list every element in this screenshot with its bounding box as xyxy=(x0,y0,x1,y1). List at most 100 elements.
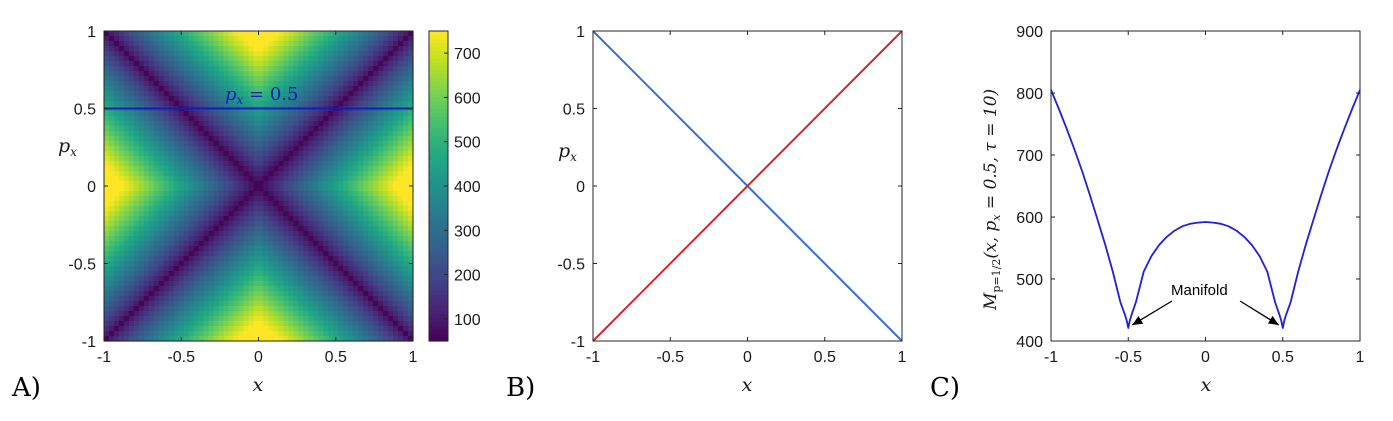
heatmap-cell xyxy=(343,41,349,47)
heatmap-cell xyxy=(248,291,255,297)
heatmap-cell xyxy=(198,166,205,172)
heatmap-cell xyxy=(128,216,135,222)
heatmap-cell xyxy=(123,316,130,322)
heatmap-cell xyxy=(398,56,404,62)
heatmap-cell xyxy=(208,256,215,262)
heatmap-cell xyxy=(168,91,175,97)
heatmap-cell xyxy=(398,76,404,82)
colorbar-segment xyxy=(429,275,448,280)
heatmap-cell xyxy=(168,146,175,152)
heatmap-cell xyxy=(353,226,359,232)
heatmap-cell xyxy=(313,56,319,62)
heatmap-cell xyxy=(243,246,250,252)
heatmap-cell xyxy=(108,216,115,222)
heatmap-cell xyxy=(128,301,135,307)
heatmap-cell xyxy=(278,271,285,277)
x-tick-label: -0.5 xyxy=(1114,349,1142,366)
heatmap-cell xyxy=(308,201,314,207)
heatmap-cell xyxy=(283,226,289,232)
heatmap-cell xyxy=(273,121,280,127)
colorbar-tick-label: 100 xyxy=(454,312,481,329)
panel-a: px = 0.5 -1 -0.5 0 0.5 1-1-0.500.51 x px 100… xyxy=(11,24,481,403)
heatmap-cell xyxy=(338,201,344,207)
heatmap-cell xyxy=(318,236,324,242)
heatmap-cell xyxy=(253,251,260,257)
heatmap-cell xyxy=(233,66,240,72)
heatmap-cell xyxy=(183,311,190,317)
heatmap-cell xyxy=(403,326,409,332)
heatmap-cell xyxy=(113,131,120,137)
heatmap-cell xyxy=(343,166,349,172)
heatmap-cell xyxy=(408,96,414,102)
heatmap-cell xyxy=(188,306,195,312)
heatmap-cell xyxy=(358,51,364,57)
heatmap-cell xyxy=(123,231,130,237)
colorbar-segment xyxy=(429,38,448,44)
heatmap-cell xyxy=(308,266,314,272)
heatmap-cell xyxy=(308,181,314,187)
heatmap-cell xyxy=(388,166,394,172)
y-axis-label-c: Mp=1/2(x, px = 0.5, τ = 10) xyxy=(981,89,1003,311)
heatmap-cell xyxy=(258,81,265,87)
heatmap-cell xyxy=(118,36,125,42)
heatmap-cell xyxy=(173,256,180,262)
heatmap-cell xyxy=(408,126,414,132)
heatmap-cell xyxy=(373,71,379,77)
heatmap-cell xyxy=(193,196,200,202)
heatmap-cell xyxy=(388,136,394,142)
heatmap-cell xyxy=(333,291,339,297)
heatmap-cell xyxy=(393,306,399,312)
heatmap-cell xyxy=(218,311,225,317)
heatmap-cell xyxy=(303,251,309,257)
heatmap-cell xyxy=(288,41,294,47)
heatmap-cell xyxy=(323,211,329,217)
heatmap-cell xyxy=(138,121,145,127)
heatmap-cell xyxy=(283,156,289,162)
heatmap-cell xyxy=(388,206,394,212)
ticks-a: -1 -0.5 0 0.5 1-1-0.500.51 xyxy=(68,24,417,366)
heatmap-cell xyxy=(193,216,200,222)
heatmap-cell xyxy=(393,156,399,162)
heatmap-cell xyxy=(333,251,339,257)
heatmap-cell xyxy=(213,141,220,147)
heatmap-cell xyxy=(388,181,394,187)
heatmap-cell xyxy=(218,246,225,252)
heatmap-cell xyxy=(298,306,304,312)
manifold-arrow-head xyxy=(1132,316,1144,325)
heatmap-cell xyxy=(303,101,309,107)
heatmap-cell xyxy=(378,231,384,237)
heatmap-cell xyxy=(213,111,220,117)
heatmap-cell xyxy=(183,276,190,282)
heatmap-cell xyxy=(198,241,205,247)
heatmap-cell xyxy=(258,321,265,327)
heatmap-cell xyxy=(203,211,210,217)
heatmap-cell xyxy=(223,166,230,172)
heatmap-cell xyxy=(183,336,190,342)
heatmap-cell xyxy=(178,271,185,277)
heatmap-cell xyxy=(158,36,165,42)
heatmap-cell xyxy=(293,186,299,192)
heatmap-cell xyxy=(373,146,379,152)
heatmap-cell xyxy=(203,171,210,177)
heatmap-cell xyxy=(153,211,160,217)
heatmap-cell xyxy=(243,196,250,202)
heatmap-cell xyxy=(148,306,155,312)
heatmap-cell xyxy=(123,81,130,87)
heatmap-cell xyxy=(108,166,115,172)
heatmap-cell xyxy=(223,141,230,147)
heatmap-cell xyxy=(198,286,205,292)
heatmap-cell xyxy=(378,251,384,257)
heatmap-cell xyxy=(113,56,120,62)
heatmap-cell xyxy=(388,101,394,107)
colorbar-segment xyxy=(429,251,448,257)
heatmap-cell xyxy=(148,266,155,272)
heatmap-cell xyxy=(348,61,354,67)
heatmap-cell xyxy=(303,71,309,77)
heatmap-cell xyxy=(104,226,110,232)
heatmap-cell xyxy=(228,316,235,322)
heatmap-cell xyxy=(108,186,115,192)
heatmap-cell xyxy=(248,156,255,162)
heatmap-cell xyxy=(328,146,334,152)
heatmap-cell xyxy=(333,46,339,52)
heatmap-cell xyxy=(353,331,359,337)
